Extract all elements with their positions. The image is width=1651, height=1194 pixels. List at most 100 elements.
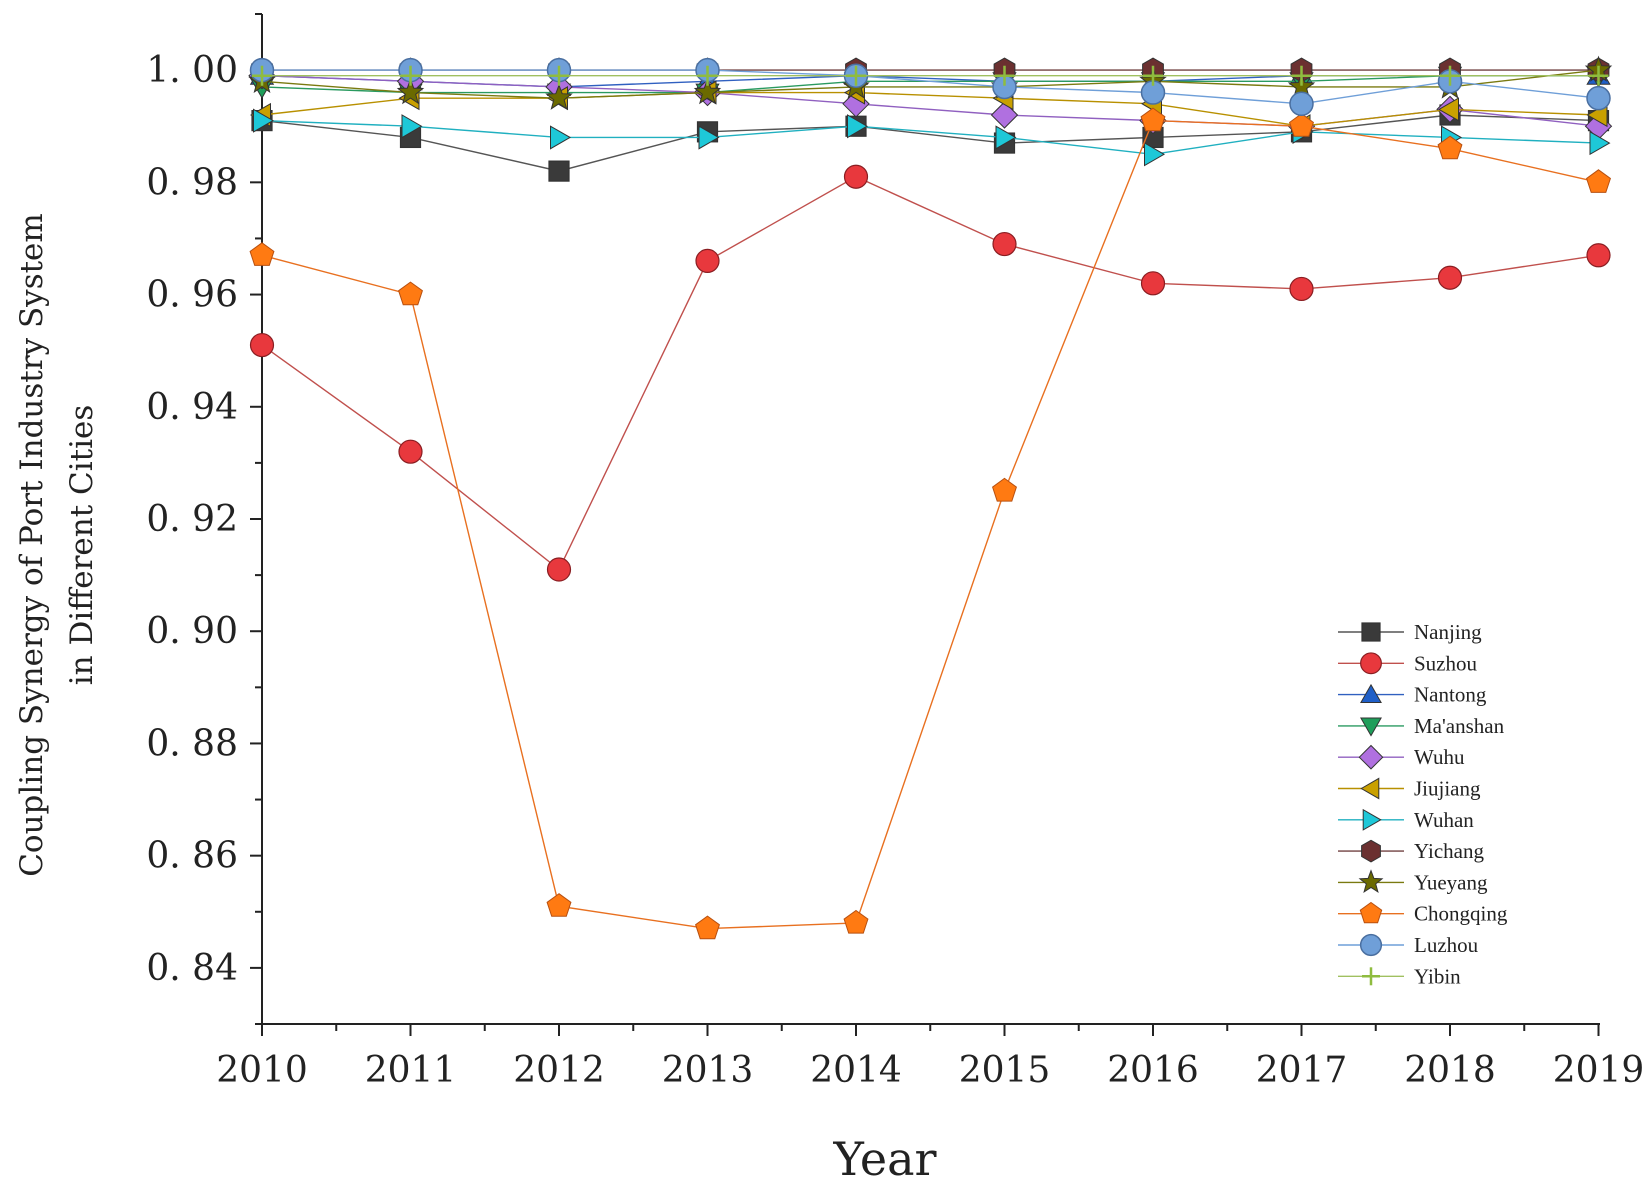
point-chongqing-2011 xyxy=(398,281,423,306)
series-line-nanjing xyxy=(261,114,1599,172)
legend-item-yibin: Yibin xyxy=(1338,964,1461,988)
legend-item-jiujiang: Jiujiang xyxy=(1338,777,1481,801)
point-wuhan-2012 xyxy=(550,125,572,150)
y-tick-label: 0. 92 xyxy=(146,499,238,540)
point-yibin-2010 xyxy=(252,65,272,86)
y-tick-label: 0. 86 xyxy=(146,836,238,877)
series-line-wuhu xyxy=(261,75,1599,127)
x-tick-label: 2017 xyxy=(1256,1050,1348,1091)
y-axis-title-line-2: in Different Cities xyxy=(64,405,100,686)
y-axis-title-line-1: Coupling Synergy of Port Industry System xyxy=(14,213,50,877)
point-yibin-2013 xyxy=(697,65,718,86)
x-tick-label: 2011 xyxy=(365,1050,457,1091)
legend-label-wuhan: Wuhan xyxy=(1414,808,1474,832)
series-nanjing xyxy=(251,104,1610,182)
point-suzhou-2015 xyxy=(992,231,1017,257)
y-tick-label: 0. 94 xyxy=(146,387,238,428)
y-tick-label: 0. 84 xyxy=(146,948,238,989)
legend-label-wuhu: Wuhu xyxy=(1414,745,1465,769)
point-chongqing-2019 xyxy=(1586,169,1611,193)
x-tick-label: 2016 xyxy=(1107,1050,1199,1091)
point-suzhou-2012 xyxy=(546,557,572,582)
legend-item-wuhu: Wuhu xyxy=(1338,744,1465,770)
point-yueyang-2012 xyxy=(545,83,573,110)
point-yibin-2011 xyxy=(400,65,421,86)
point-wuhan-2011 xyxy=(401,114,423,139)
point-suzhou-2011 xyxy=(398,439,423,464)
x-tick-label: 2019 xyxy=(1553,1050,1645,1091)
point-suzhou-2014 xyxy=(843,164,869,189)
y-tick-label: 0. 98 xyxy=(146,162,238,203)
point-chongqing-2014 xyxy=(843,909,869,934)
point-yibin-2016 xyxy=(1143,65,1163,86)
point-yueyang-2011 xyxy=(396,78,425,105)
series-line-jiujiang xyxy=(261,91,1599,127)
point-chongqing-2012 xyxy=(546,893,572,917)
legend-swatch-marker-yichang xyxy=(1361,839,1381,863)
point-chongqing-2015 xyxy=(992,477,1017,502)
legend-swatch-marker-jiujiang xyxy=(1360,777,1380,800)
legend-item-yueyang: Yueyang xyxy=(1338,869,1488,894)
y-tick-label: 1. 00 xyxy=(146,50,238,91)
x-tick-label: 2013 xyxy=(662,1050,754,1091)
legend-label-jiujiang: Jiujiang xyxy=(1414,777,1481,801)
y-tick-label: 0. 90 xyxy=(146,611,238,652)
legend-swatch-marker-ma-anshan xyxy=(1360,717,1382,737)
legend-swatch-marker-yueyang xyxy=(1358,869,1384,894)
point-chongqing-2017 xyxy=(1289,113,1314,137)
point-chongqing-2013 xyxy=(695,915,720,940)
legend-label-luzhou: Luzhou xyxy=(1414,933,1479,957)
point-wuhu-2015 xyxy=(990,101,1019,129)
x-tick-label: 2012 xyxy=(513,1050,605,1091)
series-line-wuhan xyxy=(261,119,1599,156)
point-wuhan-2015 xyxy=(995,125,1017,150)
point-chongqing-2018 xyxy=(1437,135,1463,160)
point-nanjing-2012 xyxy=(548,160,570,182)
series-suzhou xyxy=(249,164,1611,582)
legend-swatch-marker-wuhan xyxy=(1362,808,1382,831)
legend-swatch-marker-suzhou xyxy=(1360,652,1382,675)
point-suzhou-2016 xyxy=(1140,271,1166,296)
series-layer xyxy=(248,55,1613,940)
series-chongqing xyxy=(249,107,1611,940)
point-jiujiang-2018 xyxy=(1437,97,1459,122)
legend-item-nanjing: Nanjing xyxy=(1338,620,1482,644)
point-wuhan-2014 xyxy=(847,114,869,139)
x-axis-title: Year xyxy=(832,1132,936,1186)
legend-item-chongqing: Chongqing xyxy=(1338,902,1508,926)
legend-swatch-marker-nanjing xyxy=(1361,622,1381,642)
point-wuhan-2016 xyxy=(1144,142,1166,167)
x-tick-label: 2014 xyxy=(810,1050,902,1091)
legend-label-ma-anshan: Ma'anshan xyxy=(1414,714,1505,738)
point-wuhan-2019 xyxy=(1589,130,1611,156)
y-tick-label: 0. 96 xyxy=(146,275,238,316)
legend-label-yibin: Yibin xyxy=(1414,964,1461,988)
legend-swatch-marker-yibin xyxy=(1362,967,1380,986)
legend-swatch-marker-chongqing xyxy=(1359,901,1383,924)
series-yibin xyxy=(252,65,1609,86)
legend-item-ma-anshan: Ma'anshan xyxy=(1338,714,1505,738)
point-chongqing-2016 xyxy=(1140,107,1166,132)
legend-item-suzhou: Suzhou xyxy=(1338,651,1478,675)
point-yibin-2012 xyxy=(549,65,569,86)
series-line-suzhou xyxy=(261,175,1599,571)
point-yibin-2018 xyxy=(1440,65,1460,86)
point-suzhou-2010 xyxy=(249,332,275,358)
legend-swatch-marker-wuhu xyxy=(1358,744,1384,770)
y-tick-label: 0. 88 xyxy=(146,723,238,764)
point-suzhou-2013 xyxy=(695,248,720,273)
point-yueyang-2013 xyxy=(693,78,722,105)
series-nantong xyxy=(249,63,1611,96)
point-luzhou-2019 xyxy=(1586,85,1611,111)
point-wuhan-2010 xyxy=(253,108,275,133)
point-suzhou-2019 xyxy=(1586,243,1611,268)
legend-swatch-marker-luzhou xyxy=(1359,933,1383,957)
x-tick-label: 2010 xyxy=(216,1050,308,1091)
point-yibin-2017 xyxy=(1291,65,1312,86)
legend-label-yichang: Yichang xyxy=(1414,839,1484,863)
legend-label-nanjing: Nanjing xyxy=(1414,620,1482,644)
legend-item-nantong: Nantong xyxy=(1338,683,1487,707)
legend-label-suzhou: Suzhou xyxy=(1414,651,1478,675)
series-wuhu xyxy=(248,61,1613,140)
